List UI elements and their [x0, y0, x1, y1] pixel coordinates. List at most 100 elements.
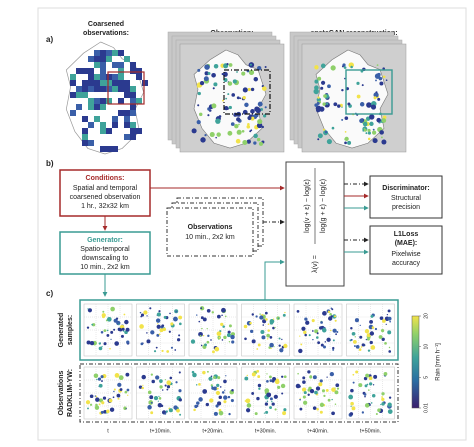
- rain-cell: [98, 403, 101, 406]
- rain-cell: [174, 349, 177, 351]
- rain-cell: [255, 107, 261, 114]
- rain-cell: [326, 337, 331, 342]
- coarse-cell: [100, 68, 106, 74]
- coarse-cell: [100, 80, 106, 86]
- rain-cell: [314, 85, 319, 91]
- rain-cell: [284, 311, 286, 314]
- rain-cell: [304, 333, 307, 337]
- rain-cell: [113, 328, 116, 331]
- box-title: Observations: [188, 224, 233, 231]
- sample-map: [293, 303, 343, 357]
- rain-cell: [316, 102, 320, 106]
- rain-cell: [363, 393, 367, 396]
- rain-cell: [365, 338, 368, 341]
- rain-cell: [228, 105, 232, 110]
- rain-cell: [173, 316, 178, 322]
- rain-cell: [317, 96, 320, 99]
- rain-cell: [153, 350, 157, 353]
- rain-cell: [106, 333, 110, 337]
- rain-cell: [320, 86, 324, 90]
- rain-cell: [307, 393, 310, 396]
- rain-cell: [336, 387, 340, 390]
- rain-cell: [217, 376, 221, 380]
- rain-cell: [218, 115, 222, 118]
- coarse-cell: [118, 86, 124, 92]
- coarse-cell: [76, 86, 82, 92]
- rain-cell: [331, 387, 336, 392]
- rain-cell: [311, 319, 315, 323]
- rain-cell: [151, 379, 155, 384]
- rain-cell: [266, 333, 270, 338]
- coarse-cell: [100, 98, 106, 104]
- rain-cell: [272, 326, 275, 330]
- rain-cell: [381, 402, 385, 406]
- rain-cell: [247, 123, 250, 126]
- rain-cell: [379, 316, 384, 320]
- rain-cell: [264, 311, 268, 315]
- rain-cell: [373, 374, 378, 379]
- rain-cell: [255, 315, 258, 318]
- rain-cell: [139, 311, 142, 314]
- rain-cell: [216, 132, 221, 137]
- rain-cell: [98, 346, 103, 351]
- rain-cell: [369, 340, 373, 345]
- sample-map: [241, 303, 290, 357]
- rain-cell: [196, 314, 198, 316]
- rain-cell: [97, 377, 102, 381]
- rain-cell: [210, 339, 212, 341]
- rain-cell: [341, 118, 344, 121]
- rain-cell: [257, 343, 261, 347]
- rain-cell: [251, 392, 255, 395]
- rain-cell: [301, 326, 306, 331]
- rain-cell: [377, 97, 381, 101]
- rain-cell: [218, 395, 222, 400]
- rain-cell: [257, 66, 262, 71]
- coarse-cell: [70, 74, 76, 80]
- rain-cell: [218, 338, 220, 340]
- coarse-cell: [112, 146, 118, 152]
- coarse-cell: [94, 74, 100, 80]
- rain-cell: [98, 383, 103, 388]
- rain-cell: [244, 376, 249, 381]
- rain-cell: [348, 394, 354, 400]
- rain-cell: [125, 327, 130, 332]
- frame: [37, 7, 467, 441]
- rain-cell: [221, 339, 224, 341]
- rain-cell: [166, 388, 169, 391]
- rain-cell: [317, 341, 321, 345]
- rain-cell: [89, 403, 93, 406]
- rain-cell: [117, 327, 122, 332]
- rain-cell: [371, 130, 377, 135]
- rain-cell: [200, 137, 206, 143]
- rain-cell: [375, 412, 378, 416]
- coarse-cell: [94, 62, 100, 68]
- rain-cell: [164, 379, 166, 381]
- coarse-cell: [100, 56, 106, 62]
- coarse-cell: [100, 86, 106, 92]
- rain-cell: [369, 121, 374, 127]
- rain-cell: [270, 347, 272, 350]
- rain-cell: [141, 386, 144, 390]
- rain-cell: [216, 314, 221, 319]
- rain-cell: [350, 405, 352, 407]
- rain-cell: [164, 384, 167, 387]
- rain-cell: [279, 348, 284, 353]
- rain-cell: [257, 101, 263, 107]
- rain-cell: [274, 326, 276, 329]
- map-cube: [167, 31, 285, 153]
- rain-cell: [121, 327, 125, 331]
- rain-cell: [161, 349, 164, 353]
- discriminator-box: [369, 175, 443, 219]
- rain-cell: [299, 398, 301, 401]
- rain-cell: [158, 310, 161, 313]
- rain-cell: [264, 65, 267, 69]
- rain-cell: [325, 388, 329, 392]
- coarse-cell: [100, 50, 106, 56]
- rain-cell: [325, 102, 329, 105]
- rain-cell: [371, 394, 376, 398]
- rain-cell: [216, 383, 220, 387]
- rain-cell: [94, 405, 100, 410]
- coarse-cell: [106, 56, 112, 62]
- box-text: Spatio-temporal: [80, 246, 130, 253]
- rain-cell: [367, 137, 371, 141]
